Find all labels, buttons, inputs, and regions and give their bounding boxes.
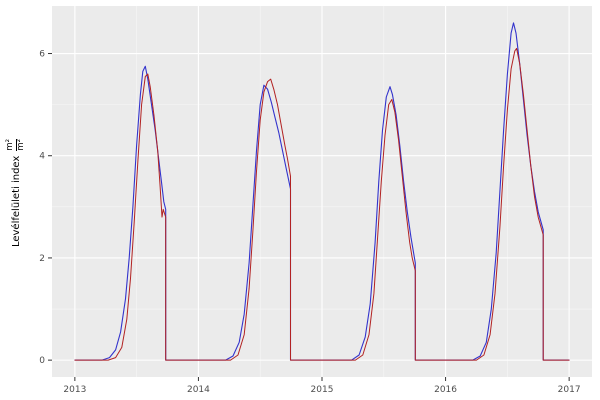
y-axis-title: Levélfelületi index m² m² <box>0 83 33 303</box>
y-axis-unit-numerator: m² <box>4 138 15 151</box>
y-axis-unit-denominator: m² <box>15 138 27 151</box>
x-axis-tick-label: 2016 <box>434 385 457 395</box>
y-axis-unit-fraction: m² m² <box>4 138 27 151</box>
y-axis-tick-label: 6 <box>39 50 45 60</box>
x-axis-tick-label: 2013 <box>63 385 86 395</box>
series-line-measured-lai-red <box>74 47 570 361</box>
x-axis-tick-label: 2014 <box>187 385 210 395</box>
y-axis-tick-label: 0 <box>39 356 45 366</box>
y-axis-title-text: Levélfelületi index <box>10 155 22 248</box>
y-axis-tick-label: 4 <box>39 152 45 162</box>
x-axis-tick-label: 2015 <box>311 385 334 395</box>
y-axis-tick-label: 2 <box>39 254 45 264</box>
x-axis-tick-label: 2017 <box>558 385 581 395</box>
